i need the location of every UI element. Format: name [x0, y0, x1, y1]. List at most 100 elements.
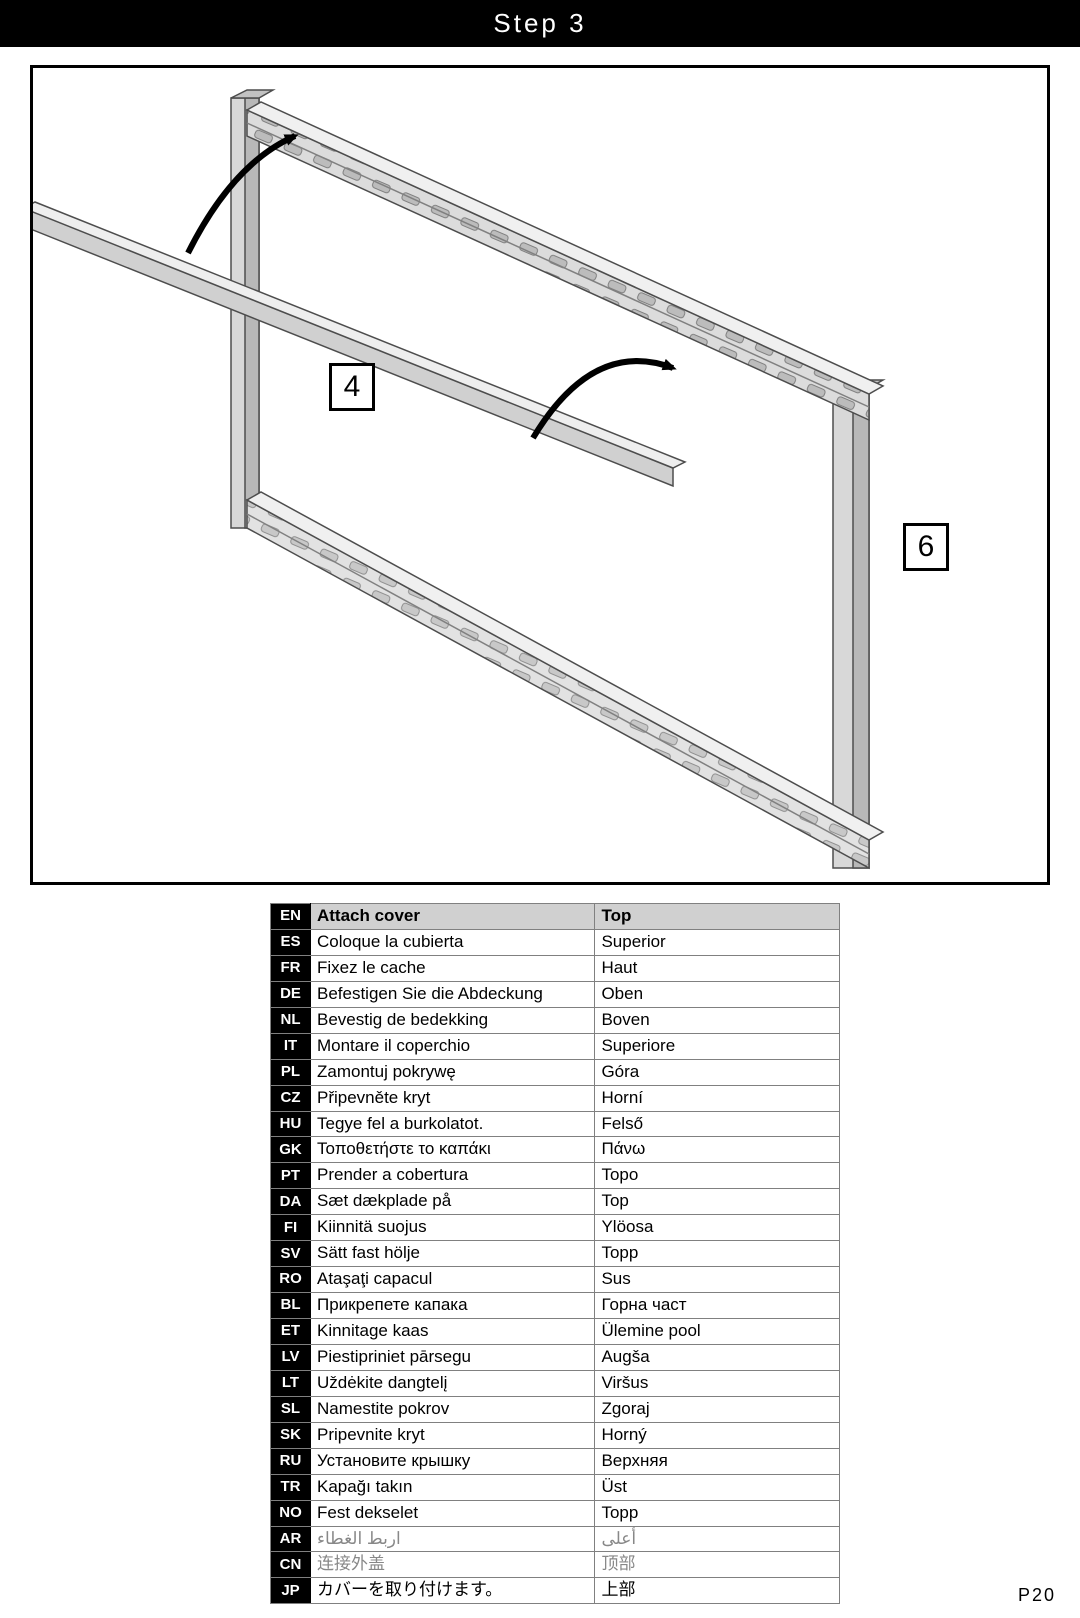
lang-code: NL — [271, 1007, 311, 1033]
lang-code: NO — [271, 1500, 311, 1526]
assembly-diagram: 4 6 — [30, 65, 1050, 885]
table-row: LTUždėkite dangtelįViršus — [271, 1370, 840, 1396]
lang-instruction: Befestigen Sie die Abdeckung — [310, 981, 594, 1007]
lang-code: IT — [271, 1033, 311, 1059]
table-row: NOFest dekseletTopp — [271, 1500, 840, 1526]
table-row: DASæt dækplade påTop — [271, 1189, 840, 1215]
table-row: ENAttach coverTop — [271, 904, 840, 930]
table-row: RUУстановите крышкуВерхняя — [271, 1448, 840, 1474]
lang-instruction: Montare il coperchio — [310, 1033, 594, 1059]
lang-position: Горна част — [595, 1293, 840, 1319]
lang-instruction: Fest dekselet — [310, 1500, 594, 1526]
table-row: PLZamontuj pokrywęGóra — [271, 1059, 840, 1085]
table-row: SKPripevnite krytHorný — [271, 1422, 840, 1448]
lang-code: FI — [271, 1215, 311, 1241]
table-row: TRKapağı takınÜst — [271, 1474, 840, 1500]
lang-code: CZ — [271, 1085, 311, 1111]
table-row: NLBevestig de bedekkingBoven — [271, 1007, 840, 1033]
lang-position: Top — [595, 1189, 840, 1215]
table-row: GKΤοποθετήστε το καπάκιΠάνω — [271, 1137, 840, 1163]
lang-code: DA — [271, 1189, 311, 1215]
table-row: ETKinnitage kaasÜlemine pool — [271, 1319, 840, 1345]
lang-instruction: Ataşaţi capacul — [310, 1267, 594, 1293]
lang-code: PL — [271, 1059, 311, 1085]
lang-code: SV — [271, 1241, 311, 1267]
lang-instruction: Zamontuj pokrywę — [310, 1059, 594, 1085]
lang-position: Viršus — [595, 1370, 840, 1396]
lang-position: 顶部 — [595, 1552, 840, 1578]
lang-code: GK — [271, 1137, 311, 1163]
lang-instruction: Fixez le cache — [310, 955, 594, 981]
lang-code: SK — [271, 1422, 311, 1448]
lang-code: EN — [271, 904, 311, 930]
lang-position: Horní — [595, 1085, 840, 1111]
table-row: SLNamestite pokrovZgoraj — [271, 1396, 840, 1422]
lang-instruction: Прикрепете капака — [310, 1293, 594, 1319]
lang-position: 上部 — [595, 1578, 840, 1604]
lang-position: Top — [595, 904, 840, 930]
table-row: FRFixez le cacheHaut — [271, 955, 840, 981]
table-row: ROAtaşaţi capaculSus — [271, 1267, 840, 1293]
language-table: ENAttach coverTopESColoque la cubiertaSu… — [270, 903, 840, 1604]
callout-part-4: 4 — [329, 363, 375, 411]
lang-instruction: Kapağı takın — [310, 1474, 594, 1500]
lang-code: AR — [271, 1526, 311, 1552]
lang-instruction: Sæt dækplade på — [310, 1189, 594, 1215]
lang-position: Oben — [595, 981, 840, 1007]
lang-position: أعلى — [595, 1526, 840, 1552]
diagram-svg — [33, 68, 1047, 882]
lang-code: PT — [271, 1163, 311, 1189]
lang-position: Topo — [595, 1163, 840, 1189]
lang-code: LT — [271, 1370, 311, 1396]
lang-instruction: Tegye fel a burkolatot. — [310, 1111, 594, 1137]
lang-position: Topp — [595, 1241, 840, 1267]
lang-position: Horný — [595, 1422, 840, 1448]
lang-position: Felső — [595, 1111, 840, 1137]
table-row: PTPrender a coberturaTopo — [271, 1163, 840, 1189]
lang-position: Superiore — [595, 1033, 840, 1059]
lang-position: Zgoraj — [595, 1396, 840, 1422]
lang-instruction: اربط الغطاء — [310, 1526, 594, 1552]
step-header: Step 3 — [0, 0, 1080, 47]
lang-position: Πάνω — [595, 1137, 840, 1163]
table-row: DEBefestigen Sie die AbdeckungOben — [271, 981, 840, 1007]
lang-instruction: Τοποθετήστε το καπάκι — [310, 1137, 594, 1163]
lang-position: Boven — [595, 1007, 840, 1033]
lang-instruction: Namestite pokrov — [310, 1396, 594, 1422]
table-row: HUTegye fel a burkolatot.Felső — [271, 1111, 840, 1137]
lang-position: Augša — [595, 1344, 840, 1370]
lang-code: JP — [271, 1578, 311, 1604]
table-row: BLПрикрепете капакаГорна част — [271, 1293, 840, 1319]
lang-instruction: Coloque la cubierta — [310, 929, 594, 955]
lang-position: Sus — [595, 1267, 840, 1293]
lang-instruction: Sätt fast hölje — [310, 1241, 594, 1267]
lang-code: HU — [271, 1111, 311, 1137]
lang-instruction: カバーを取り付けます。 — [310, 1578, 594, 1604]
lang-position: Góra — [595, 1059, 840, 1085]
lang-position: Üst — [595, 1474, 840, 1500]
rail-bottom — [247, 492, 883, 868]
lang-instruction: 连接外盖 — [310, 1552, 594, 1578]
table-row: SVSätt fast höljeTopp — [271, 1241, 840, 1267]
lang-instruction: Kiinnitä suojus — [310, 1215, 594, 1241]
page-number: P20 — [1018, 1585, 1056, 1606]
table-row: CN连接外盖顶部 — [271, 1552, 840, 1578]
language-table-body: ENAttach coverTopESColoque la cubiertaSu… — [271, 904, 840, 1604]
lang-position: Ülemine pool — [595, 1319, 840, 1345]
table-row: CZPřipevněte krytHorní — [271, 1085, 840, 1111]
lang-code: RU — [271, 1448, 311, 1474]
lang-instruction: Kinnitage kaas — [310, 1319, 594, 1345]
lang-code: LV — [271, 1344, 311, 1370]
callout-part-6: 6 — [903, 523, 949, 571]
table-row: ARاربط الغطاءأعلى — [271, 1526, 840, 1552]
table-row: LVPiestipriniet pārseguAugša — [271, 1344, 840, 1370]
lang-instruction: Uždėkite dangtelį — [310, 1370, 594, 1396]
lang-position: Верхняя — [595, 1448, 840, 1474]
lang-position: Haut — [595, 955, 840, 981]
lang-instruction: Установите крышку — [310, 1448, 594, 1474]
lang-instruction: Piestipriniet pārsegu — [310, 1344, 594, 1370]
lang-position: Superior — [595, 929, 840, 955]
lang-code: DE — [271, 981, 311, 1007]
lang-instruction: Připevněte kryt — [310, 1085, 594, 1111]
lang-code: TR — [271, 1474, 311, 1500]
